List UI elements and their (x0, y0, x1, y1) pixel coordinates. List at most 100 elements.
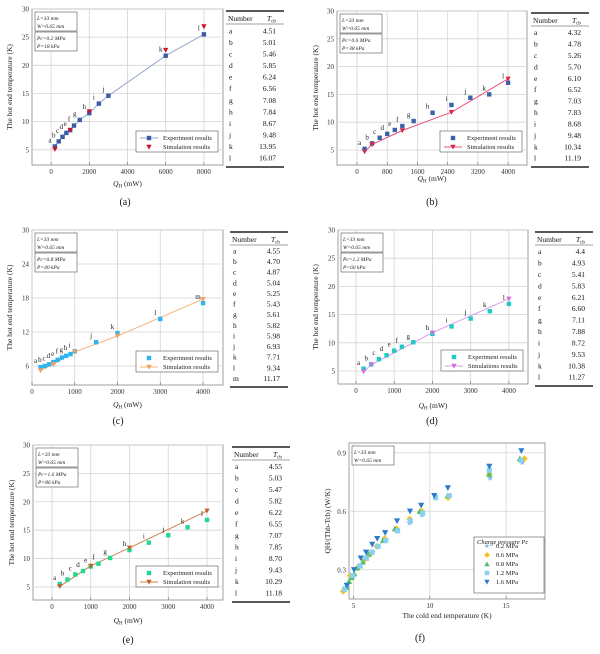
table-cell-tcb: 6.52 (568, 85, 581, 94)
x-tick-label: 5 (352, 602, 356, 610)
data-point-square (46, 362, 52, 367)
point-label: g (73, 110, 77, 118)
y-tick-label: 15 (327, 91, 335, 99)
y-axis-label: The hot end temperature (K) (311, 45, 320, 131)
table-cell-tcb: 5.01 (263, 38, 276, 47)
legend-entry: 1.6 MPa (496, 579, 518, 586)
table-cell-tcb: 16.07 (259, 154, 276, 163)
data-point-triangle-down (429, 330, 436, 336)
y-tick-label: 25 (328, 255, 336, 263)
data-point-square (349, 573, 356, 579)
data-point-square (185, 525, 190, 530)
x-axis-label-part: (mW) (122, 179, 142, 188)
table-cell-tcb: 11.27 (568, 373, 585, 382)
parameter-box-frame (339, 33, 383, 54)
table-cell-number: e (235, 508, 239, 517)
table-cell-number: a (233, 246, 237, 255)
data-point-square (146, 355, 152, 361)
table-cell-number: d (538, 281, 542, 290)
data-point-square (38, 364, 43, 370)
x-tick-label: 1000 (387, 387, 402, 395)
table-cell-number: a (235, 462, 239, 471)
data-point-triangle-down (406, 508, 414, 515)
data-point-square (430, 110, 435, 115)
y-tick-label: 30 (23, 442, 31, 450)
point-label: l (201, 510, 203, 518)
parameter-box-frame (34, 31, 78, 52)
data-point-square (64, 130, 69, 136)
table-header-sub: cb (277, 456, 282, 461)
data-point-square (407, 518, 413, 524)
table-cell-tcb: 5.70 (568, 62, 581, 71)
point-label: c (373, 128, 376, 136)
chart-panel-a: 0 2000 4000 6000 8000 5 10 15 20 25 30 QH (mW) The h… (5, 6, 284, 208)
table-cell-number: m (233, 374, 239, 383)
point-label: j (101, 86, 104, 94)
table-cell-number: d (229, 61, 233, 70)
data-point-square (362, 146, 367, 152)
y-tick-label: 25 (327, 35, 335, 43)
data-table: Number Tcb a 4.32 b 4.78 c 5.26 d 5.70 e 6.10 f 6.52 g… (531, 12, 589, 168)
y-tick-label: 5 (332, 368, 336, 376)
data-point-square (107, 555, 113, 561)
table-cell-number: i (229, 119, 231, 128)
table-cell-tcb: 7.85 (269, 543, 282, 552)
data-table: Number Tcb a 4.55 b 5.03 c 5.47 d 5.82 e 6.22 f 6.55 g… (232, 446, 290, 603)
data-point-square (77, 117, 82, 123)
x-axis-label-part: H (119, 185, 123, 190)
table-cell-number: l (538, 373, 540, 382)
point-label: h (426, 324, 430, 332)
legend-entry: 0.6 MPa (496, 552, 518, 559)
data-point-triangle-down (126, 545, 133, 551)
y-tick-label: 25 (22, 34, 30, 42)
point-label: i (143, 533, 145, 541)
table-cell-tcb: 7.88 (572, 327, 585, 336)
legend: Experiment results Simulation results (135, 130, 219, 153)
point-label: f (396, 337, 399, 345)
table-header-tcb: Tcb (576, 235, 585, 246)
legend-entry: Simulation results (163, 579, 211, 586)
table-header-tcb: Tcb (267, 14, 276, 25)
table-cell-tcb: 5.85 (263, 61, 276, 70)
table-header-number: Number (232, 235, 257, 244)
data-point-triangle-down (86, 109, 92, 115)
y-tick-label: 30 (328, 227, 336, 235)
table-cell-tcb: 4.51 (263, 26, 276, 35)
data-point-square (468, 316, 473, 321)
point-label: l (198, 24, 200, 32)
x-axis-label-part: (mW) (427, 174, 447, 183)
table-cell-tcb: 5.61 (267, 310, 280, 319)
table-cell-number: b (235, 474, 239, 483)
data-point-triangle-up (345, 578, 353, 585)
point-label: e (388, 120, 391, 128)
data-point-square (59, 355, 65, 360)
y-tick-label: 10 (22, 118, 30, 126)
table-cell-number: d (235, 497, 239, 506)
table-cell-tcb: 4.32 (568, 28, 581, 37)
x-axis-label: QH (mW) (113, 179, 142, 190)
parameter-text: Pc=0.8 MPa (36, 257, 66, 263)
x-tick-label: 15 (503, 602, 511, 610)
point-label: k (181, 517, 185, 525)
table-cell-number: b (538, 259, 542, 268)
x-tick-label: 4000 (121, 168, 136, 176)
table-cell-number: e (538, 293, 542, 302)
table-cell-number: j (228, 131, 231, 140)
y-tick-label: 10 (327, 119, 335, 127)
parameter-text: L=33 mm (353, 450, 376, 456)
table-cell-tcb: 7.07 (269, 531, 282, 540)
data-point-square (163, 53, 168, 58)
parameter-box: L=33 mm W=0.65 mm (34, 11, 78, 32)
x-axis-label-part: H (119, 406, 123, 411)
legend-entry: Experiment results (163, 570, 212, 577)
legend-entry: 1.2 MPa (496, 570, 518, 577)
parameter-text: P=60 kPa (342, 265, 366, 271)
point-label: k (159, 46, 163, 54)
x-tick-label: 0 (50, 603, 54, 611)
legend-frame (135, 130, 219, 153)
y-axis-label: The hot end temperature (K) (5, 44, 14, 130)
table-header-sub: cb (271, 20, 276, 25)
data-point-square (68, 351, 73, 357)
data-table: Number Tcb a 4.51 b 5.01 c 5.46 d 5.85 e 6.24 f 6.56 g… (226, 10, 284, 168)
data-point-triangle-down (451, 363, 457, 369)
